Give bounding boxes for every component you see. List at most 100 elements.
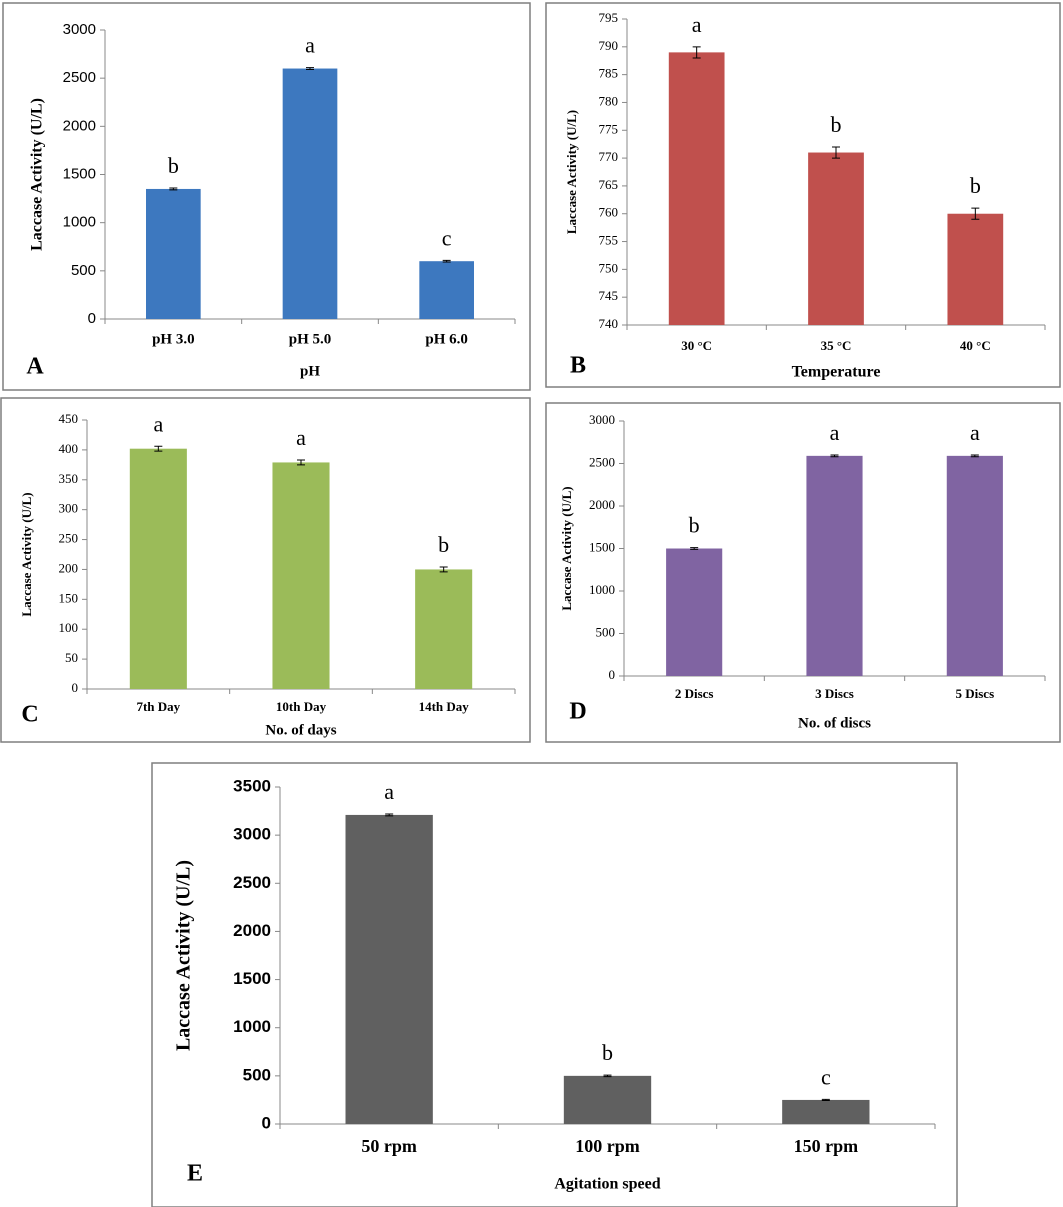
y-tick-label: 250 [59, 531, 79, 546]
x-tick-label: 150 rpm [794, 1136, 859, 1156]
panel-label: A [26, 354, 44, 380]
y-tick-label: 0 [88, 310, 96, 327]
y-tick-label: 2500 [63, 69, 96, 86]
x-axis-label: No. of discs [798, 715, 871, 731]
y-tick-label: 1000 [589, 582, 615, 597]
y-tick-label: 100 [59, 620, 79, 635]
bar [345, 814, 433, 1124]
y-tick-label: 765 [599, 177, 619, 192]
bar [808, 152, 864, 325]
y-axis-label: Laccase Activity (U/L) [29, 98, 46, 251]
y-tick-label: 775 [599, 121, 619, 136]
x-tick-label: 10th Day [276, 699, 327, 714]
x-tick-label: 5 Discs [956, 686, 995, 701]
bar [282, 68, 338, 320]
bar [563, 1075, 652, 1124]
error-bar [154, 445, 163, 452]
y-tick-label: 500 [596, 624, 616, 639]
error-bar [442, 259, 451, 263]
significance-letter: a [153, 411, 163, 436]
error-bar [830, 454, 839, 458]
error-bar [169, 187, 178, 191]
y-tick-label: 770 [599, 149, 619, 164]
bar [146, 188, 201, 319]
bar [419, 261, 474, 319]
y-tick-label: 450 [59, 411, 79, 426]
y-tick-label: 1500 [589, 539, 615, 554]
y-tick-label: 300 [59, 501, 79, 516]
error-bar [692, 46, 701, 59]
bar [947, 213, 1004, 325]
error-bar [385, 813, 394, 817]
bar [272, 462, 330, 689]
y-tick-label: 50 [65, 650, 78, 665]
significance-letter: b [831, 112, 842, 137]
y-tick-label: 150 [59, 590, 79, 605]
y-tick-label: 780 [599, 93, 619, 108]
error-bar [821, 1098, 830, 1102]
x-tick-label: pH 3.0 [152, 331, 195, 347]
significance-letter: a [296, 425, 306, 450]
x-tick-label: pH 6.0 [425, 331, 468, 347]
significance-letter: c [821, 1064, 831, 1089]
y-tick-label: 500 [71, 262, 96, 279]
y-tick-label: 3000 [63, 21, 96, 38]
y-tick-label: 0 [609, 667, 616, 682]
bar [668, 52, 725, 326]
significance-letter: b [602, 1040, 613, 1065]
y-tick-label: 1000 [63, 214, 96, 231]
y-tick-label: 2000 [63, 117, 96, 134]
x-tick-label: 35 °C [821, 338, 852, 353]
bar [415, 569, 473, 689]
panel-frame [2, 2, 531, 391]
y-tick-label: 795 [599, 10, 619, 25]
y-tick-label: 1500 [63, 165, 96, 182]
y-tick-label: 2500 [589, 454, 615, 469]
bar [782, 1099, 870, 1124]
y-tick-label: 2000 [233, 921, 271, 940]
y-tick-label: 790 [599, 38, 619, 53]
y-tick-label: 3000 [233, 825, 271, 844]
y-tick-label: 750 [599, 260, 619, 275]
bar [129, 448, 187, 689]
y-tick-label: 755 [599, 233, 619, 248]
y-tick-label: 500 [243, 1065, 271, 1084]
significance-letter: a [305, 33, 315, 58]
y-axis-label: Laccase Activity (U/L) [19, 492, 34, 616]
x-tick-label: 7th Day [136, 699, 180, 714]
y-tick-label: 740 [599, 316, 619, 331]
significance-letter: a [692, 12, 702, 37]
x-tick-label: 40 °C [960, 338, 991, 353]
error-bar [603, 1074, 612, 1078]
x-tick-label: 100 rpm [575, 1136, 640, 1156]
panel-frame [151, 762, 958, 1207]
bar [946, 455, 1003, 676]
x-tick-label: 50 rpm [361, 1136, 417, 1156]
y-tick-label: 785 [599, 66, 619, 81]
y-tick-label: 1000 [233, 1017, 271, 1036]
x-tick-label: 14th Day [419, 699, 470, 714]
x-axis-label: Agitation speed [554, 1176, 660, 1193]
x-tick-label: 30 °C [681, 338, 712, 353]
significance-letter: b [438, 532, 449, 557]
x-tick-label: 3 Discs [815, 686, 854, 701]
y-tick-label: 760 [599, 205, 619, 220]
y-axis-label: Laccase Activity (U/L) [173, 860, 195, 1051]
error-bar [297, 459, 305, 466]
panel-label: B [570, 353, 586, 379]
error-bar [971, 207, 980, 220]
panel-label: D [569, 699, 586, 725]
x-axis-label: Temperature [792, 364, 881, 381]
significance-letter: a [970, 420, 980, 445]
error-bar [970, 454, 979, 458]
bar [666, 548, 723, 676]
panel-label: E [187, 1161, 203, 1187]
x-axis-label: No. of days [265, 722, 336, 738]
error-bar [690, 547, 699, 550]
y-tick-label: 0 [262, 1113, 271, 1132]
panel-label: C [21, 702, 38, 728]
y-tick-label: 2000 [589, 497, 615, 512]
significance-letter: a [384, 779, 394, 804]
significance-letter: b [689, 513, 700, 538]
